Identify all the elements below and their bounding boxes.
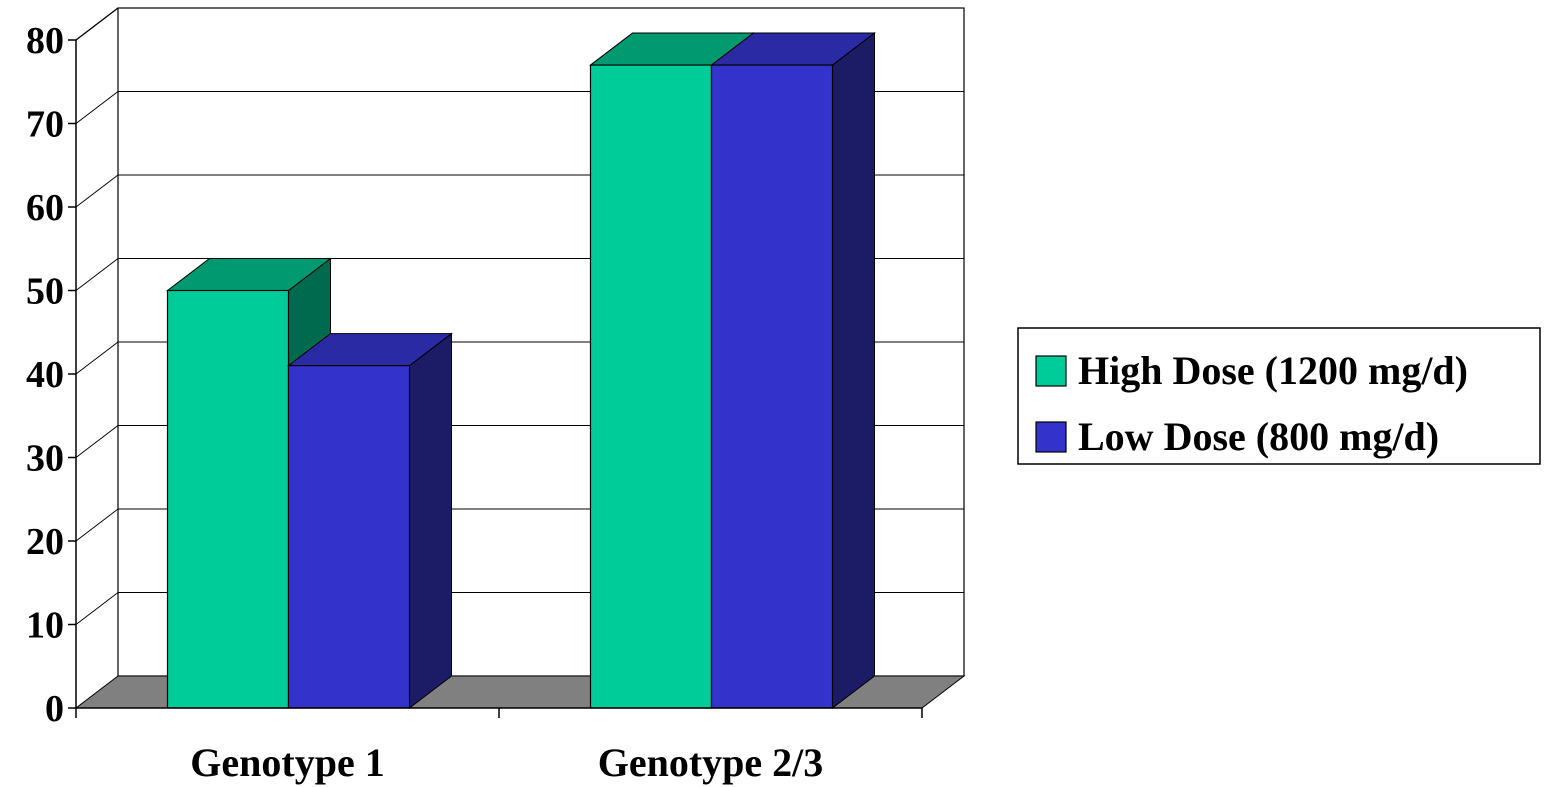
legend-label: High Dose (1200 mg/d) [1078,348,1468,393]
legend-swatch [1035,421,1067,453]
y-tick-label: 10 [26,605,64,647]
gridline-side [75,258,119,291]
y-tick-label: 40 [26,354,64,396]
y-tick-label: 30 [26,438,64,480]
y-tick-label: 70 [26,104,64,146]
legend: High Dose (1200 mg/d) Low Dose (800 mg/d) [1017,327,1541,465]
y-tick-label: 80 [26,20,64,62]
legend-label: Low Dose (800 mg/d) [1078,414,1439,459]
legend-box [1017,327,1541,465]
bar-side [832,32,875,710]
y-tick-label: 50 [26,271,64,313]
gridline-side [75,174,119,208]
gridline-side [75,508,119,542]
bar-front [710,64,834,709]
bar-front [287,365,411,709]
gridline-side [75,592,119,625]
x-tick-label: Genotype 1 [190,740,384,785]
y-tick-label: 0 [45,688,64,730]
y-tick-label: 20 [26,521,64,563]
bar [287,332,453,710]
y-tick-label: 60 [26,187,64,229]
gridline-side [75,91,119,124]
gridline-side [75,341,119,375]
wall-edge-top [75,7,119,41]
bar [710,32,876,710]
x-tick-label: Genotype 2/3 [598,740,824,785]
y-axis: 0 10 20 30 40 50 60 70 80 [26,20,77,730]
bar-front [589,64,713,709]
bar-front [166,289,290,709]
bars [166,32,876,710]
x-axis: Genotype 1 Genotype 2/3 [75,707,923,785]
legend-swatch [1035,355,1067,387]
gridline-side [75,425,119,458]
bar-side [409,332,452,710]
